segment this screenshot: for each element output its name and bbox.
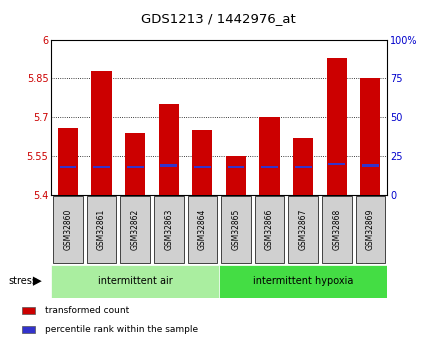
- Text: GSM32865: GSM32865: [231, 209, 240, 250]
- Bar: [255, 196, 284, 263]
- Bar: [160, 164, 177, 167]
- Text: GSM32860: GSM32860: [64, 209, 73, 250]
- Text: GDS1213 / 1442976_at: GDS1213 / 1442976_at: [141, 12, 295, 26]
- Bar: [127, 166, 144, 168]
- Bar: [60, 166, 77, 168]
- Bar: [93, 166, 110, 168]
- Bar: [328, 162, 345, 165]
- Text: GSM32863: GSM32863: [164, 209, 173, 250]
- Bar: [159, 104, 179, 195]
- Text: GSM32861: GSM32861: [97, 209, 106, 250]
- Bar: [87, 196, 116, 263]
- Text: stress: stress: [9, 276, 38, 286]
- Text: transformed count: transformed count: [45, 306, 129, 315]
- Text: GSM32868: GSM32868: [332, 209, 341, 250]
- Bar: [125, 133, 145, 195]
- Bar: [295, 166, 312, 168]
- Bar: [53, 196, 83, 263]
- Bar: [22, 326, 35, 333]
- Bar: [192, 130, 212, 195]
- Text: intermittent hypoxia: intermittent hypoxia: [253, 276, 353, 286]
- Bar: [22, 307, 35, 314]
- Bar: [362, 164, 379, 167]
- Text: GSM32869: GSM32869: [366, 209, 375, 250]
- Text: percentile rank within the sample: percentile rank within the sample: [45, 325, 198, 334]
- Bar: [58, 128, 78, 195]
- Bar: [226, 156, 246, 195]
- Bar: [288, 196, 318, 263]
- Bar: [51, 265, 219, 298]
- Bar: [327, 58, 347, 195]
- Bar: [293, 138, 313, 195]
- Bar: [360, 79, 380, 195]
- Bar: [322, 196, 352, 263]
- Bar: [227, 166, 244, 168]
- Bar: [121, 196, 150, 263]
- Text: GSM32866: GSM32866: [265, 209, 274, 250]
- Polygon shape: [33, 277, 42, 286]
- Bar: [221, 196, 251, 263]
- Text: GSM32867: GSM32867: [299, 209, 307, 250]
- Text: intermittent air: intermittent air: [98, 276, 173, 286]
- Text: GSM32862: GSM32862: [131, 209, 140, 250]
- Bar: [356, 196, 385, 263]
- Bar: [259, 117, 279, 195]
- Text: GSM32864: GSM32864: [198, 209, 207, 250]
- Bar: [261, 166, 278, 168]
- Bar: [219, 265, 387, 298]
- Bar: [194, 166, 211, 168]
- Bar: [154, 196, 183, 263]
- Bar: [92, 71, 112, 195]
- Bar: [188, 196, 217, 263]
